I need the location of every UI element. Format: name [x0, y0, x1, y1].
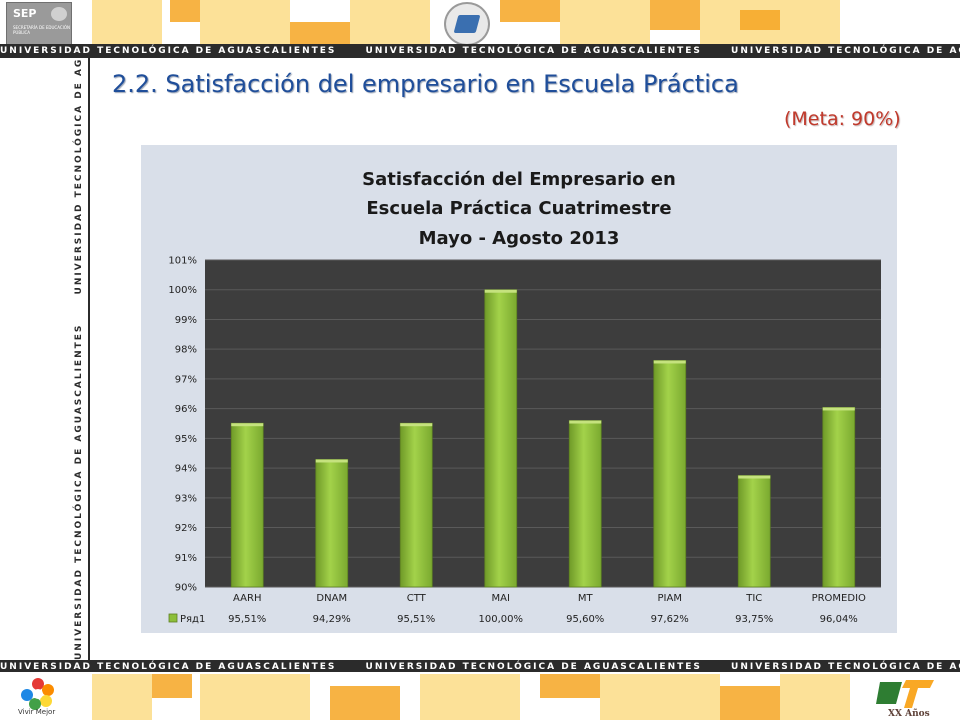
bar-chart: 90% 91% 92% 93% 94% 95% 96% 97% 98% 99% 100% 101% AA…	[168, 256, 881, 625]
strip-text: UNIVERSIDAD TECNOLÓGICA DE AGUASCALIENTE…	[731, 662, 960, 672]
xx-anos-logo-icon: XX Años	[876, 680, 934, 718]
data-label: 93,75%	[735, 614, 773, 625]
data-label: 95,51%	[397, 614, 435, 625]
strip-text: UNIVERSIDAD TECNOLÓGICA DE AGUASCALIENTE…	[0, 46, 337, 56]
bar-top-highlight	[653, 360, 686, 364]
x-tick-label: AARH	[233, 593, 261, 604]
data-label: 96,04%	[820, 614, 858, 625]
strip-text: UNIVERSIDAD TECNOLÓGICA DE AGUASCALIENTE…	[365, 662, 702, 672]
strip-text: UNIVERSIDAD TECNOLÓGICA DE AGUASCALIENTE…	[365, 46, 702, 56]
chart-title-line-2: Escuela Práctica Cuatrimestre	[366, 198, 672, 219]
crest-icon	[51, 7, 67, 21]
y-tick-label: 94%	[175, 464, 197, 475]
chart-area: Satisfacción del Empresario en Escuela P…	[141, 145, 897, 633]
x-tick-label: MAI	[492, 593, 510, 604]
bar	[568, 420, 602, 588]
legend-key	[168, 613, 178, 623]
band-block	[200, 674, 310, 720]
university-strip-bottom: UNIVERSIDAD TECNOLÓGICA DE AGUASCALIENTE…	[0, 660, 960, 674]
y-tick-label: 90%	[175, 583, 197, 594]
data-label: 100,00%	[479, 614, 524, 625]
x-tick-label: TIC	[745, 593, 762, 604]
university-logo	[444, 2, 490, 46]
ut-emblem-icon	[453, 15, 481, 33]
data-label: 95,51%	[228, 614, 266, 625]
strip-text: UNIVERSIDAD TECNOLÓGICA DE AGUASCALIENTE…	[731, 46, 960, 56]
x-tick-label: DNAM	[316, 593, 347, 604]
sep-logo: SEP SECRETARÍA DE EDUCACIÓN PÚBLICA	[6, 2, 72, 46]
chart-title-line-1: Satisfacción del Empresario en	[362, 169, 676, 190]
svg-text:XX Años: XX Años	[888, 708, 930, 718]
band-block	[720, 686, 780, 720]
slide-title: 2.2. Satisfacción del empresario en Escu…	[112, 70, 739, 98]
band-block	[170, 0, 200, 22]
sep-label: SEP	[13, 7, 37, 20]
x-tick-label: MT	[578, 593, 594, 604]
band-block	[420, 674, 520, 720]
y-tick-label: 92%	[175, 523, 197, 534]
y-tick-label: 95%	[175, 434, 197, 445]
band-block	[560, 0, 650, 44]
band-block	[330, 686, 400, 720]
y-tick-label: 91%	[175, 553, 197, 564]
bar-top-highlight	[569, 420, 602, 424]
bar	[230, 422, 264, 588]
vivir-mejor-logo-icon	[21, 678, 54, 710]
y-tick-label: 93%	[175, 493, 197, 504]
data-label: 94,29%	[313, 614, 351, 625]
bar	[653, 360, 687, 588]
band-block	[92, 674, 152, 720]
chart-title-line-3: Mayo - Agosto 2013	[418, 228, 620, 249]
legend-label: Ряд1	[180, 614, 205, 625]
band-block	[540, 674, 600, 698]
band-block	[650, 0, 700, 30]
slide-subtitle: (Meta: 90%)	[784, 108, 901, 130]
y-tick-label: 98%	[175, 345, 197, 356]
y-tick-label: 101%	[168, 256, 197, 267]
university-strip-top: UNIVERSIDAD TECNOLÓGICA DE AGUASCALIENTE…	[0, 44, 960, 58]
band-block	[780, 674, 850, 720]
band-block	[92, 0, 162, 44]
bar-top-highlight	[315, 459, 348, 463]
band-block	[500, 0, 560, 22]
x-tick-label: CTT	[407, 593, 427, 604]
y-tick-label: 96%	[175, 404, 197, 415]
band-block	[740, 10, 780, 30]
band-block	[350, 0, 430, 44]
plot-area	[205, 260, 881, 587]
bar-top-highlight	[400, 423, 433, 427]
x-tick-label: PIAM	[658, 593, 682, 604]
bar	[737, 475, 771, 588]
bar	[315, 459, 349, 588]
bottom-decorative-band	[0, 672, 960, 720]
data-label: 97,62%	[651, 614, 689, 625]
bar-top-highlight	[484, 289, 517, 293]
bar-top-highlight	[231, 423, 264, 427]
bar	[484, 289, 518, 588]
data-label: 95,60%	[566, 614, 604, 625]
band-block	[200, 0, 290, 44]
vertical-divider	[88, 58, 90, 660]
bar-top-highlight	[822, 407, 855, 411]
strip-text: UNIVERSIDAD TECNOLÓGICA DE AGUASCALIENTE…	[0, 662, 337, 672]
bar	[399, 422, 433, 588]
strip-text: UNIVERSIDAD TECNOLÓGICA DE AGUASCALIENTE…	[74, 58, 84, 295]
vivir-mejor-text: Vivir Mejor	[18, 708, 56, 716]
bar-top-highlight	[738, 475, 771, 479]
x-tick-label: PROMEDIO	[812, 593, 866, 604]
y-tick-label: 97%	[175, 374, 197, 385]
strip-text: UNIVERSIDAD TECNOLÓGICA DE AGUASCALIENTE…	[74, 323, 84, 660]
y-tick-label: 100%	[168, 285, 197, 296]
band-block	[290, 22, 350, 44]
university-strip-vertical: UNIVERSIDAD TECNOLÓGICA DE AGUASCALIENTE…	[70, 58, 88, 660]
band-block	[600, 674, 720, 720]
bar	[822, 407, 856, 588]
band-block	[152, 674, 192, 698]
y-tick-label: 99%	[175, 315, 197, 326]
sep-small-text: SECRETARÍA DE EDUCACIÓN PÚBLICA	[13, 25, 70, 35]
